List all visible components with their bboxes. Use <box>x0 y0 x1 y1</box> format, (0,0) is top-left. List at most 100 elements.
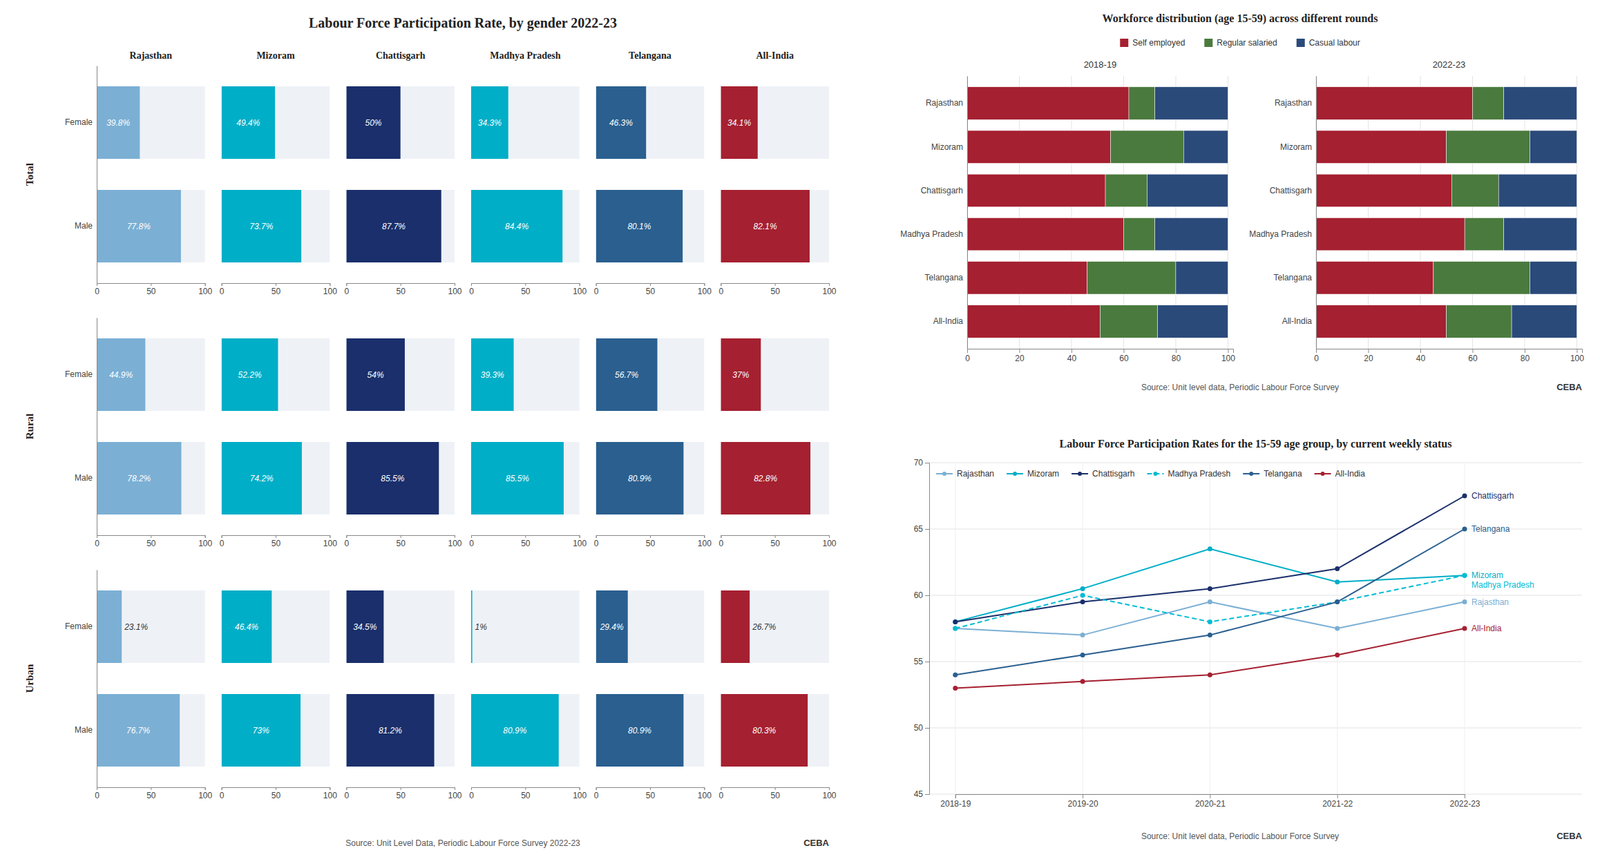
bar <box>471 590 473 664</box>
mini-chart: 1%80.9%050100 <box>469 590 587 801</box>
bar <box>221 189 302 263</box>
end-label: Madhya Pradesh <box>1471 580 1535 590</box>
x-tick: 0 <box>718 283 724 297</box>
x-tick-label: 100 <box>572 791 587 801</box>
bar <box>596 590 628 664</box>
x-tick: 0 <box>594 283 599 297</box>
y-tick-label: Mizoram <box>1280 142 1312 152</box>
bar-track <box>471 86 580 159</box>
x-tick-mark <box>471 283 472 287</box>
x-tick-mark <box>96 787 98 791</box>
y-tick: Rajasthan <box>1274 98 1317 108</box>
x-axis-line <box>471 536 581 539</box>
marks <box>96 338 182 515</box>
x-axis-line <box>221 788 331 792</box>
x-tick: 0 <box>344 787 349 801</box>
marks <box>346 590 434 767</box>
bar-tracks <box>221 86 331 263</box>
bar-segment <box>1316 130 1447 164</box>
x-tick-label: 40 <box>1416 353 1426 364</box>
x-tick-mark <box>720 283 722 287</box>
x-tick-label: 0 <box>594 538 599 549</box>
marks <box>471 590 559 767</box>
bar-track <box>720 86 830 159</box>
x-tick-mark <box>579 283 581 287</box>
marks <box>96 590 180 767</box>
x-tick-mark <box>1082 794 1084 799</box>
x-tick: 60 <box>1119 348 1129 364</box>
end-label: Mizoram <box>1471 570 1504 581</box>
y-tick: Female <box>64 621 97 632</box>
bar-track <box>596 694 705 767</box>
x-tick-label: 0 <box>469 791 474 801</box>
bar-track <box>596 86 705 159</box>
y-tick-mark <box>925 595 930 597</box>
marks <box>96 86 182 263</box>
x-tick-label: 100 <box>323 791 338 801</box>
x-tick-label: 100 <box>697 286 712 297</box>
x-tick-label: 2018-19 <box>940 799 971 809</box>
x-tick: 100 <box>572 787 587 801</box>
marks <box>596 338 684 515</box>
y-tick-label: Female <box>64 369 93 380</box>
marks <box>471 338 564 515</box>
x-tick-mark <box>1464 794 1466 799</box>
line <box>955 575 1465 629</box>
y-tick: 45 <box>913 789 930 800</box>
x-axis-line <box>721 283 830 287</box>
data-label: 37% <box>732 370 749 380</box>
x-tick: 2020-21 <box>1195 794 1226 809</box>
bar-tracks <box>221 590 331 767</box>
x-tick-label: 0 <box>718 538 724 549</box>
x-tick: 50 <box>770 283 780 297</box>
marks <box>967 87 1228 338</box>
marker <box>1080 593 1086 599</box>
y-tick-label: Female <box>64 117 93 128</box>
x-tick-mark <box>205 283 206 287</box>
x-tick-label: 100 <box>822 538 836 549</box>
bar-segment <box>1155 217 1229 251</box>
x-tick-mark <box>275 283 277 287</box>
x-tick-mark <box>400 787 402 791</box>
x-tick-label: 100 <box>572 538 587 549</box>
mini-chart: 46.4%73%050100 <box>219 590 338 801</box>
y-axis-label: Total <box>24 163 36 186</box>
bar-tracks <box>471 86 580 263</box>
y-tick: 60 <box>913 590 930 601</box>
y-tick-label: 60 <box>913 590 924 601</box>
bar-track <box>720 442 830 515</box>
legend-label: Regular salaried <box>1216 37 1277 48</box>
marker <box>1207 586 1213 592</box>
data-label: 73.7% <box>249 221 273 232</box>
bar <box>471 442 564 515</box>
x-tick: 50 <box>271 283 282 297</box>
x-axis: 050100 <box>594 535 712 549</box>
x-tick: 50 <box>645 787 656 801</box>
legend-label: Self employed <box>1132 37 1185 48</box>
mini-chart: 44.9%78.2%050100FemaleMaleRural <box>24 318 213 549</box>
x-tick-mark <box>221 283 223 287</box>
bar-segment <box>1472 87 1504 120</box>
x-tick-label: 20 <box>1014 353 1025 364</box>
y-tick-label: All-India <box>1282 316 1313 327</box>
y-axis: FemaleMale <box>64 318 98 537</box>
x-axis-line <box>346 283 456 287</box>
y-tick: Telangana <box>1273 272 1317 283</box>
bar <box>346 189 441 263</box>
bar-track <box>221 86 331 159</box>
bar-track <box>346 694 455 767</box>
data-label: 1% <box>475 622 488 633</box>
x-tick-label: 100 <box>572 286 587 297</box>
line <box>955 628 1465 689</box>
x-tick-label: 50 <box>271 791 282 801</box>
bar-track <box>596 338 705 412</box>
bar-track <box>596 189 705 263</box>
x-tick-label: 2019-20 <box>1068 799 1099 809</box>
x-tick: 100 <box>822 535 836 549</box>
bar-track <box>96 338 206 412</box>
x-tick-mark <box>579 787 581 791</box>
source-note: Source: Unit Level Data, Periodic Labour… <box>345 838 581 849</box>
bar-segment <box>1128 87 1156 120</box>
line-chart: 4550556065702018-192019-202020-212021-22… <box>913 458 1583 809</box>
x-tick: 100 <box>447 787 462 801</box>
